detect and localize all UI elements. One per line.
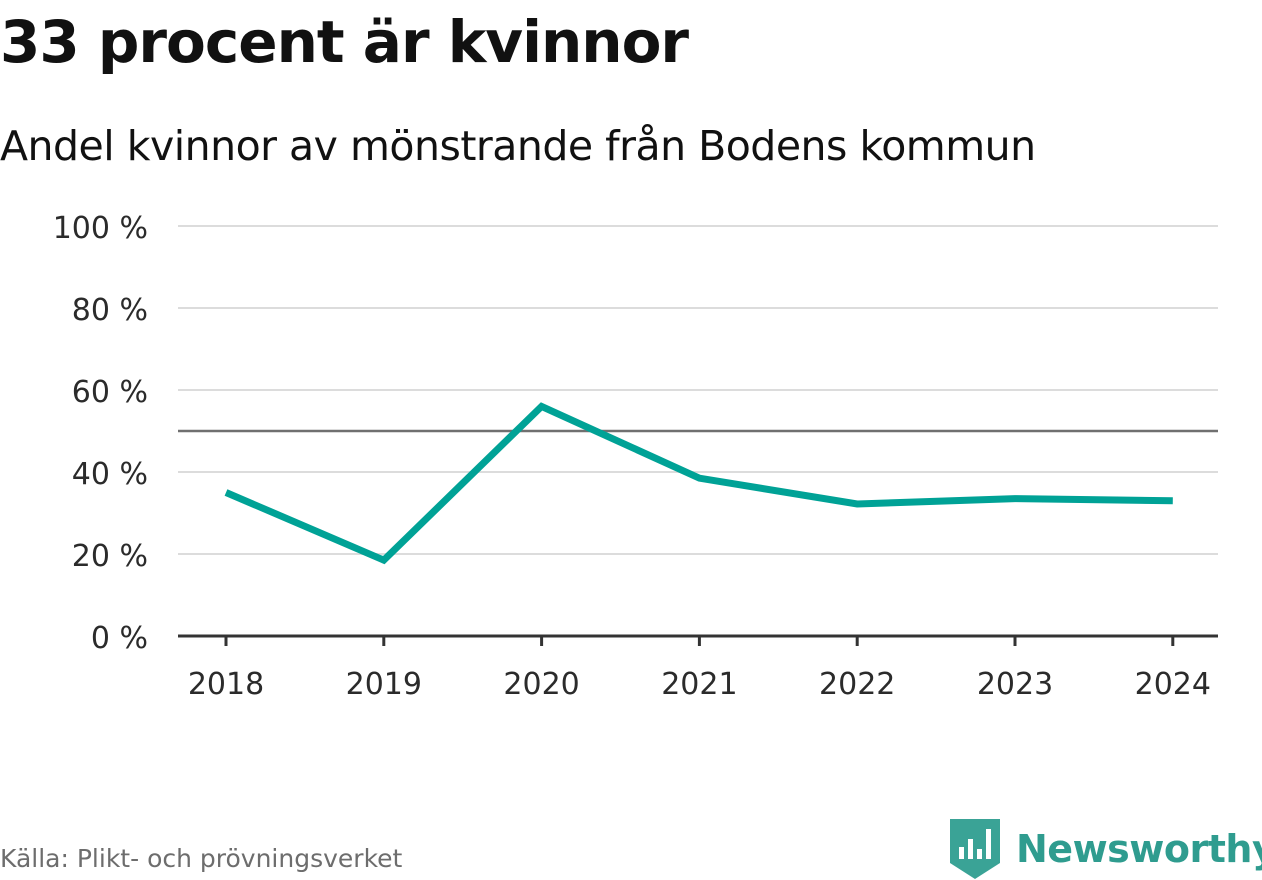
gridlines [178,226,1218,554]
y-tick-label: 40 % [72,457,148,492]
x-tick-label: 2023 [977,667,1053,702]
y-tick-label: 20 % [72,539,148,574]
y-tick-label: 0 % [91,621,148,656]
brand-name: Newsworthy [1016,827,1262,871]
y-axis-labels: 0 % 20 % 40 % 60 % 80 % 100 % [53,211,148,656]
x-axis [178,636,1218,646]
series-line [226,406,1173,560]
x-tick-label: 2021 [661,667,737,702]
x-tick-label: 2018 [188,667,264,702]
x-axis-labels: 2018 2019 2020 2021 2022 2023 2024 [188,667,1211,702]
x-tick-label: 2024 [1135,667,1211,702]
y-tick-label: 100 % [53,211,148,246]
y-tick-label: 60 % [72,375,148,410]
brand-logo: Newsworthy [950,818,1262,880]
y-tick-label: 80 % [72,293,148,328]
series-layer [226,406,1173,560]
x-tick-label: 2019 [346,667,422,702]
newsworthy-logo-icon [950,819,1000,879]
x-tick-label: 2020 [503,667,579,702]
source-note: Källa: Plikt- och prövningsverket [0,842,402,876]
x-tick-label: 2022 [819,667,895,702]
